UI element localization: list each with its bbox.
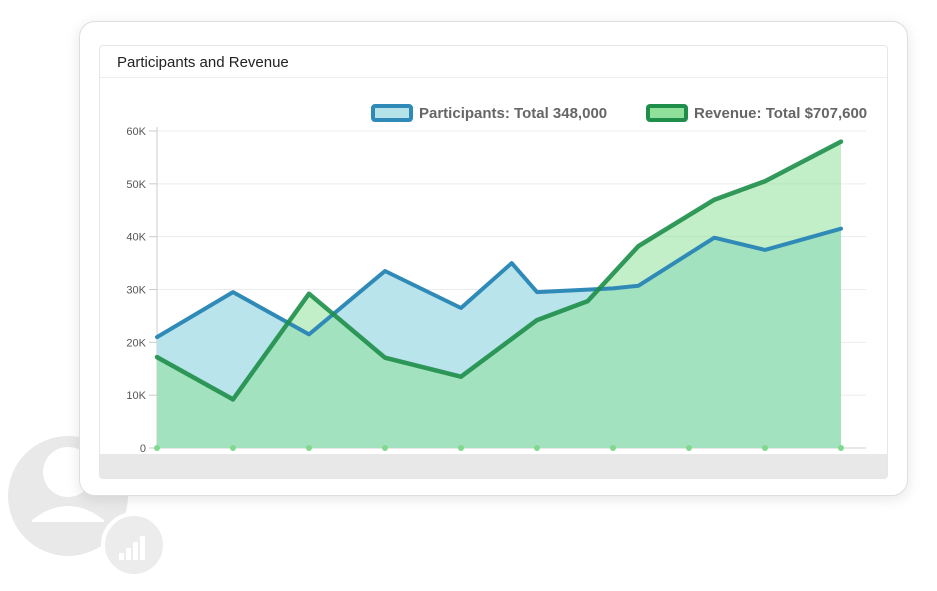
legend-revenue-swatch [646,104,688,122]
x-tick-dot [230,445,236,451]
participants-line [155,226,843,340]
legend-participants-swatch [371,104,413,122]
legend-participants-label: Participants: Total 348,000 [419,105,607,122]
y-tick-label: 10K [126,390,146,402]
device-frame: Participants and Revenue 0 10K 20K 30K 40K 50… [79,21,908,496]
y-tick-label: 30K [126,285,146,297]
title-divider [100,77,887,78]
x-tick-dot [762,445,768,451]
y-tick-label: 40K [126,232,146,244]
x-tick-dot [838,445,844,451]
x-tick-dot [458,445,464,451]
y-tick-label: 20K [126,337,146,349]
chart-card: Participants and Revenue 0 10K 20K 30K 40K 50… [99,45,888,479]
x-tick-dot [382,445,388,451]
x-tick-dot [686,445,692,451]
bar-chart-icon [119,536,145,560]
y-tick-label: 60K [126,126,146,138]
x-tick-dot [154,445,160,451]
x-tick-dot [306,445,312,451]
legend-revenue-label: Revenue: Total $707,600 [694,105,867,122]
card-footer [100,454,887,478]
chart-title: Participants and Revenue [117,54,289,71]
x-tick-dot [610,445,616,451]
decor-stats-badge [101,512,167,578]
y-tick-label: 0 [140,443,146,455]
area-chart: 010K20K30K40K50K60KDec 28Jan 3Jan 9Jan 1… [126,104,867,455]
revenue-area [157,141,841,448]
revenue-line [154,139,844,402]
y-tick-label: 50K [126,179,146,191]
x-tick-dot [534,445,540,451]
